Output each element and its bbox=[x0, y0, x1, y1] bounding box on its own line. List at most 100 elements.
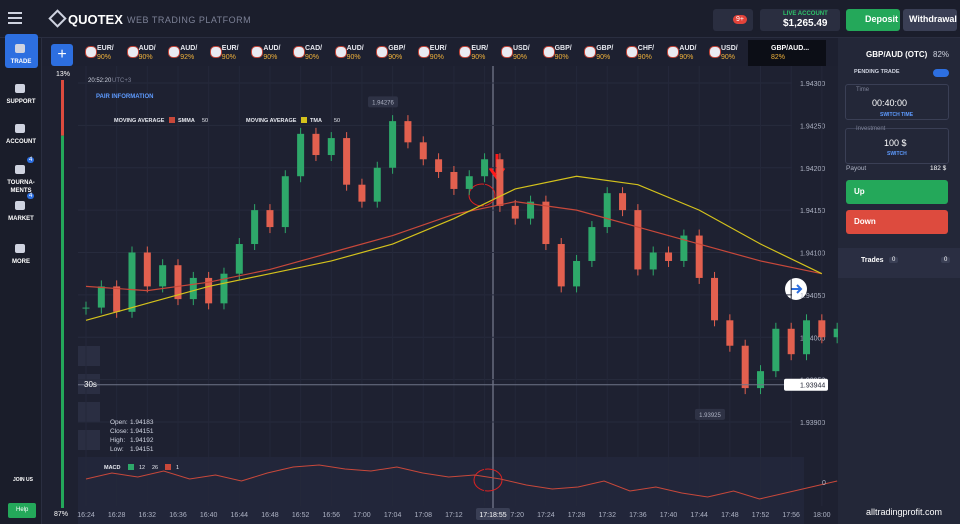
sidebar-icon bbox=[15, 124, 25, 133]
candle bbox=[128, 252, 136, 312]
deposit-btn[interactable] bbox=[846, 9, 900, 31]
candle bbox=[818, 320, 826, 338]
scroll-icon bbox=[791, 284, 803, 294]
trades-label[interactable]: Trades bbox=[861, 257, 884, 264]
crosshair-time: 17:18:55 bbox=[479, 512, 506, 519]
account-btn[interactable] bbox=[760, 9, 840, 31]
candle bbox=[511, 205, 519, 219]
price-label-bg bbox=[695, 408, 725, 420]
up-btn[interactable] bbox=[846, 180, 948, 204]
join-us[interactable]: JOIN US bbox=[13, 477, 34, 483]
pending: PENDING TRADE bbox=[854, 69, 900, 75]
sidebar-label[interactable]: TRADE bbox=[10, 59, 32, 65]
sidebar-label[interactable]: MARKET bbox=[8, 216, 34, 222]
asset-name[interactable]: EUR/ bbox=[471, 45, 489, 52]
ohlc-value: 1.94151 bbox=[130, 446, 154, 453]
timeframe-btn[interactable] bbox=[78, 374, 100, 394]
timezone: UTC+3 bbox=[112, 78, 132, 84]
switch-time[interactable]: SWITCH TIME bbox=[880, 112, 914, 118]
candle bbox=[726, 320, 734, 346]
asset-flag bbox=[293, 46, 305, 58]
asset-name[interactable]: GBP/ bbox=[596, 45, 614, 52]
asset-name[interactable]: AUD/ bbox=[346, 45, 364, 52]
withdrawal[interactable]: Withdrawal bbox=[909, 14, 957, 24]
sidebar-badge: 4 bbox=[27, 193, 35, 199]
deposit[interactable]: Deposit bbox=[865, 14, 899, 24]
sidebar-label[interactable]: ACCOUNT bbox=[6, 139, 36, 145]
asset-flag bbox=[376, 46, 389, 58]
withdrawal-btn[interactable] bbox=[903, 9, 957, 31]
help-btn[interactable] bbox=[8, 503, 36, 518]
pending-toggle[interactable] bbox=[933, 69, 949, 77]
current-price: 1.93944 bbox=[800, 383, 825, 390]
time-box bbox=[845, 84, 949, 120]
asset-name[interactable]: CHF/ bbox=[637, 45, 655, 52]
sidebar-label[interactable]: SUPPORT bbox=[6, 99, 36, 105]
indicator-swatch bbox=[301, 117, 307, 123]
x-tick-label: 17:08 bbox=[414, 512, 432, 519]
indicator-title: MOVING AVERAGE bbox=[114, 118, 165, 124]
asset-flag bbox=[667, 46, 680, 58]
active-asset-name[interactable]: GBP/AUD... bbox=[771, 45, 810, 52]
down-btn[interactable] bbox=[846, 210, 948, 234]
investment-box bbox=[845, 128, 949, 164]
candle bbox=[281, 176, 289, 228]
candle bbox=[573, 260, 581, 287]
indicator-btn[interactable] bbox=[78, 430, 100, 450]
ohlc-value: 1.94151 bbox=[130, 428, 154, 435]
indicator-swatch bbox=[169, 117, 175, 123]
asset-name[interactable]: AUD/ bbox=[679, 45, 697, 52]
x-tick-label: 16:48 bbox=[261, 512, 279, 519]
switch[interactable]: SWITCH bbox=[887, 151, 907, 157]
asset-name[interactable]: AUD/ bbox=[180, 45, 198, 52]
asset-payout: 90% bbox=[221, 54, 236, 61]
candle bbox=[603, 193, 611, 228]
asset-name[interactable]: USD/ bbox=[721, 45, 738, 52]
asset-name[interactable]: AUD/ bbox=[263, 45, 281, 52]
x-tick-label: 16:32 bbox=[139, 512, 157, 519]
pair-info[interactable]: PAIR INFORMATION bbox=[96, 94, 154, 100]
sidebar-label[interactable]: MORE bbox=[12, 259, 30, 265]
candle bbox=[297, 133, 305, 177]
x-tick-label: 18:00 bbox=[813, 512, 831, 519]
candle bbox=[205, 277, 213, 304]
candle bbox=[159, 265, 167, 287]
indicator-name: TMA bbox=[310, 118, 322, 124]
candle bbox=[343, 138, 351, 185]
macd-zero: 0 bbox=[822, 480, 826, 487]
account-label: LIVE ACCOUNT bbox=[783, 11, 828, 17]
draw-tool[interactable] bbox=[78, 346, 100, 366]
add-asset[interactable]: + bbox=[51, 44, 73, 66]
sidebar-icon bbox=[15, 201, 25, 210]
candle bbox=[97, 286, 105, 308]
menu-icon[interactable] bbox=[8, 12, 22, 14]
asset-name[interactable]: AUD/ bbox=[138, 45, 156, 52]
time-label: Time bbox=[856, 87, 870, 93]
down-label[interactable]: Down bbox=[854, 217, 876, 226]
asset-payout: 90% bbox=[138, 54, 153, 61]
y-tick-label: 1.94150 bbox=[800, 208, 825, 215]
candle bbox=[665, 252, 673, 261]
asset-flag bbox=[417, 46, 430, 58]
asset-flag bbox=[85, 46, 97, 58]
asset-name[interactable]: EUR/ bbox=[97, 45, 114, 52]
chart-type-btn[interactable] bbox=[78, 402, 100, 422]
asset-name[interactable]: GBP/ bbox=[388, 45, 406, 52]
active-asset-tab[interactable] bbox=[748, 40, 826, 66]
chart: 1.94300 1.94250 1.94200 1.94150 1.94100 1.940… bbox=[42, 66, 838, 524]
asset-name[interactable]: EUR/ bbox=[429, 45, 447, 52]
candle bbox=[358, 184, 366, 202]
ohlc-label: High: bbox=[110, 437, 125, 444]
asset-name[interactable]: CAD/ bbox=[305, 45, 323, 52]
trades-tab[interactable] bbox=[838, 248, 960, 278]
asset-name[interactable]: USD/ bbox=[513, 45, 530, 52]
up-label[interactable]: Up bbox=[854, 187, 865, 196]
sidebar-badge: 4 bbox=[27, 157, 35, 163]
sidebar-label[interactable]: TOURNA-MENTS bbox=[7, 180, 35, 194]
notif-badge: 9+ bbox=[733, 15, 747, 24]
asset-payout: 90% bbox=[721, 54, 736, 61]
asset-name[interactable]: GBP/ bbox=[554, 45, 572, 52]
y-tick-label: 1.94050 bbox=[800, 293, 825, 300]
help[interactable]: Help bbox=[16, 507, 29, 513]
asset-name[interactable]: EUR/ bbox=[221, 45, 239, 52]
